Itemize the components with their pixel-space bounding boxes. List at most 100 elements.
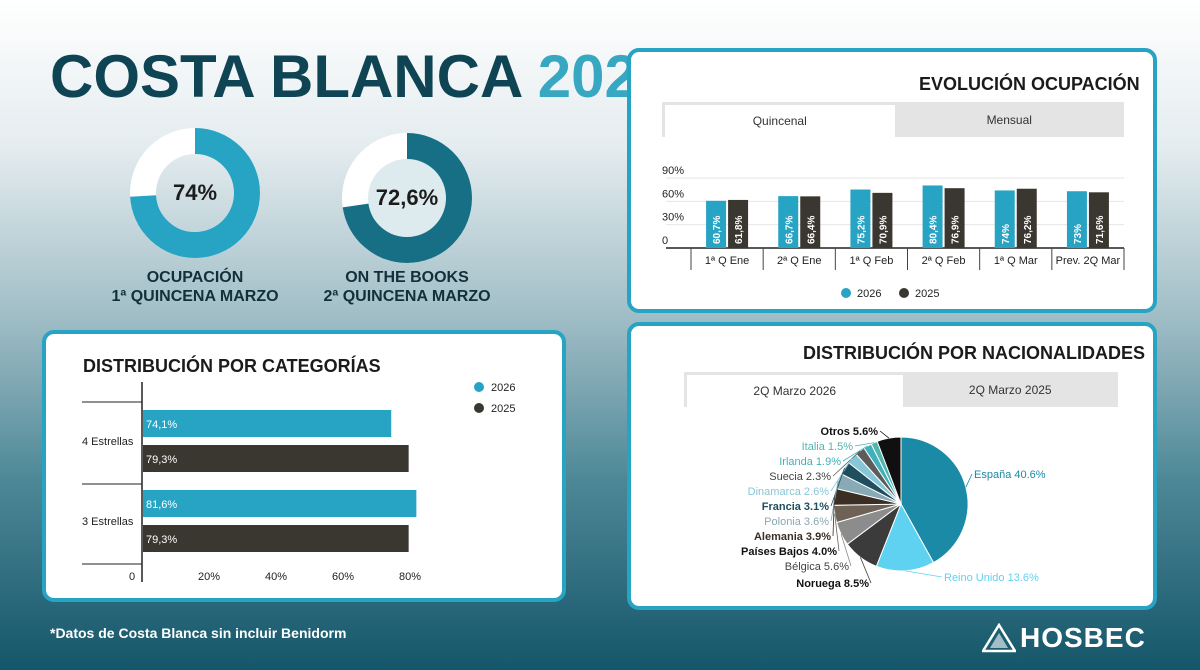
x-tick-label: 60% [332, 571, 354, 583]
bar-data-label: 76,2% [1023, 216, 1034, 244]
occupancy-caption: OCUPACIÓN 1ª QUINCENA MARZO [95, 268, 295, 306]
bar-2025 [1016, 188, 1037, 248]
nationalities-panel: DISTRIBUCIÓN POR NACIONALIDADES 2Q Marzo… [627, 322, 1157, 610]
pie-leader-line [830, 467, 845, 507]
y-tick-label: 30% [662, 212, 684, 224]
legend-label: 2025 [915, 288, 939, 300]
category-label: 1ª Q Feb [850, 255, 894, 267]
donut-fill [130, 128, 260, 258]
bar-2026 [143, 410, 392, 437]
tab-mensual[interactable]: Mensual [986, 112, 1032, 127]
legend-marker-2025 [899, 288, 909, 298]
mountain-triangle-icon [982, 623, 1016, 653]
bar-data-label: 66,4% [806, 216, 817, 244]
page-title: COSTA BLANCA 2026 [50, 42, 671, 111]
y-tick-label: 60% [662, 188, 684, 200]
x-tick-label: 80% [399, 571, 421, 583]
bar-2026 [778, 196, 799, 248]
bar-2026 [706, 200, 727, 248]
bar-data-label: 74% [1001, 224, 1012, 244]
occupancy-donut: 74% [130, 128, 260, 258]
pie-leader-line [832, 450, 861, 477]
bar-2025 [944, 188, 965, 248]
pie-leader-line [879, 430, 890, 439]
category-label: 1ª Q Ene [705, 255, 749, 267]
bar-data-label: 79,3% [146, 454, 177, 466]
bar-data-label: 75,2% [856, 216, 867, 244]
x-tick-label: 0 [129, 571, 135, 583]
pie-leader-line [965, 473, 973, 488]
occupancy-evolution-title: EVOLUCIÓN OCUPACIÓN [919, 74, 1140, 94]
hosbec-logo: HOSBEC [982, 622, 1146, 654]
nationalities-title: DISTRIBUCIÓN POR NACIONALIDADES [803, 343, 1146, 363]
category-label: 2ª Q Ene [777, 255, 821, 267]
categories-panel: DISTRIBUCIÓN POR CATEGORÍAS 0 20% 40% 60% 80… [42, 330, 566, 602]
legend-marker-2025 [474, 403, 484, 413]
pie-label-otros: Otros 5.6% [821, 426, 879, 438]
on-the-books-caption: ON THE BOOKS 2ª QUINCENA MARZO [297, 268, 517, 306]
legend-label: 2025 [491, 403, 515, 415]
pie-label-alemania: Alemania 3.9% [754, 531, 831, 543]
on-the-books-donut: 72,6% [342, 133, 472, 263]
occupancy-value: 74% [172, 180, 218, 205]
category-label: 1ª Q Mar [994, 255, 1038, 267]
bar-data-label: 66,7% [784, 216, 795, 244]
pie-leader-line [840, 533, 852, 567]
bar-data-label: 71,6% [1095, 216, 1106, 244]
nationalities-pie-chart: España 40.6% Reino Unido 13.6% Noruega 8.5… [741, 426, 1046, 590]
nationalities-tabs: 2Q Marzo 2026 2Q Marzo 2025 [684, 372, 1118, 407]
occupancy-caption-line1: OCUPACIÓN [146, 269, 244, 286]
bar-2026 [922, 185, 943, 248]
pie-label-italia: Italia 1.5% [802, 441, 854, 453]
tab-2q-marzo-2026[interactable]: 2Q Marzo 2026 [687, 375, 903, 407]
bar-2025 [872, 192, 893, 248]
occupancy-caption-line2: 1ª QUINCENA MARZO [111, 288, 279, 305]
bar-data-label: 80,4% [929, 216, 940, 244]
category-label: Prev. 2Q Mar [1056, 255, 1121, 267]
bar-2025 [143, 525, 409, 552]
y-tick-label: 0 [662, 235, 668, 247]
pie-slice-reino-unido [875, 502, 935, 572]
bar-data-label: 76,9% [951, 216, 962, 244]
pie-label-reino-unido: Reino Unido 13.6% [944, 572, 1039, 584]
on-the-books-caption-line2: 2ª QUINCENA MARZO [323, 288, 491, 305]
x-tick-label: 40% [265, 571, 287, 583]
legend-marker-2026 [474, 382, 484, 392]
tab-2q-marzo-2025[interactable]: 2Q Marzo 2025 [968, 382, 1052, 397]
pie-label-dinamarca: Dinamarca 2.6% [748, 486, 830, 498]
bar-2025 [800, 196, 821, 248]
categories-bar-chart: 0 20% 40% 60% 80% 4 Estrellas 74,1% 79,3% 3 Estr… [82, 382, 515, 583]
pie-leader-line [905, 570, 943, 578]
logo-text: HOSBEC [1020, 622, 1146, 653]
pie-label-suecia: Suecia 2.3% [769, 471, 831, 483]
on-the-books-caption-line1: ON THE BOOKS [345, 269, 469, 286]
tab-quincenal[interactable]: Quincenal [665, 105, 895, 137]
pie-leader-line [832, 496, 835, 537]
bar-2026 [143, 490, 417, 517]
pie-leader-line [842, 445, 868, 462]
pie-label-irlanda: Irlanda 1.9% [779, 456, 841, 468]
footnote: *Datos de Costa Blanca sin incluir Benid… [50, 625, 347, 641]
category-label: 2ª Q Feb [922, 255, 966, 267]
legend-marker-2026 [841, 288, 851, 298]
pie-leader-line [834, 513, 840, 552]
bar-2026 [850, 189, 871, 248]
pie-label-francia: Francia 3.1% [762, 501, 829, 513]
occupancy-tabs: Quincenal Mensual [662, 102, 1124, 137]
pie-leader-line [830, 457, 853, 492]
category-label: 3 Estrellas [82, 516, 134, 528]
occupancy-bar-chart: 0 30% 60% 90% 60,7% 61,8% 1ª Q Ene 66,7% 66,4% 2ª… [662, 165, 1125, 300]
donut-center [356, 147, 458, 249]
page-title-region: COSTA BLANCA [50, 43, 522, 110]
bar-data-label: 81,6% [146, 499, 177, 511]
category-label: 4 Estrellas [82, 436, 134, 448]
on-the-books-donut-ring [342, 133, 472, 263]
occupancy-donut-ring [130, 128, 260, 258]
bar-data-label: 79,3% [146, 534, 177, 546]
legend-label: 2026 [857, 288, 881, 300]
donut-fill [342, 133, 472, 263]
pie-leader-line [859, 557, 872, 584]
bar-2025 [728, 199, 749, 248]
pie-slice-otros [876, 436, 902, 505]
bar-data-label: 74,1% [146, 419, 177, 431]
